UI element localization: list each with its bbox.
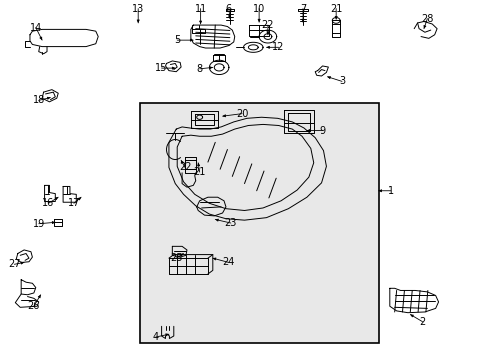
Text: 6: 6 (225, 4, 231, 14)
Text: 19: 19 (33, 219, 45, 229)
Text: 25: 25 (170, 253, 182, 263)
Text: 12: 12 (272, 42, 284, 52)
Text: 9: 9 (319, 126, 325, 135)
Text: 8: 8 (196, 64, 203, 74)
Text: 5: 5 (174, 35, 180, 45)
Text: 15: 15 (155, 63, 167, 73)
Text: 14: 14 (30, 23, 42, 33)
Text: 22: 22 (261, 20, 274, 30)
Text: 17: 17 (67, 198, 80, 208)
Text: 10: 10 (252, 4, 264, 14)
Bar (140, 103, 378, 343)
Text: 22: 22 (179, 162, 191, 172)
Text: 2: 2 (419, 317, 425, 327)
Text: 1: 1 (387, 186, 393, 196)
Text: 21: 21 (193, 167, 205, 177)
Text: 13: 13 (132, 4, 144, 14)
Text: 20: 20 (235, 109, 248, 119)
Text: 4: 4 (152, 332, 159, 342)
Text: 27: 27 (8, 259, 20, 269)
Text: 28: 28 (420, 14, 433, 24)
Text: 16: 16 (42, 198, 55, 208)
Text: 7: 7 (299, 4, 305, 14)
Text: 26: 26 (28, 301, 40, 311)
Text: 3: 3 (338, 76, 345, 86)
Text: 11: 11 (194, 4, 206, 14)
Text: 24: 24 (222, 257, 235, 267)
Text: 21: 21 (329, 4, 342, 14)
Text: 18: 18 (33, 95, 45, 105)
Text: 23: 23 (224, 218, 237, 228)
